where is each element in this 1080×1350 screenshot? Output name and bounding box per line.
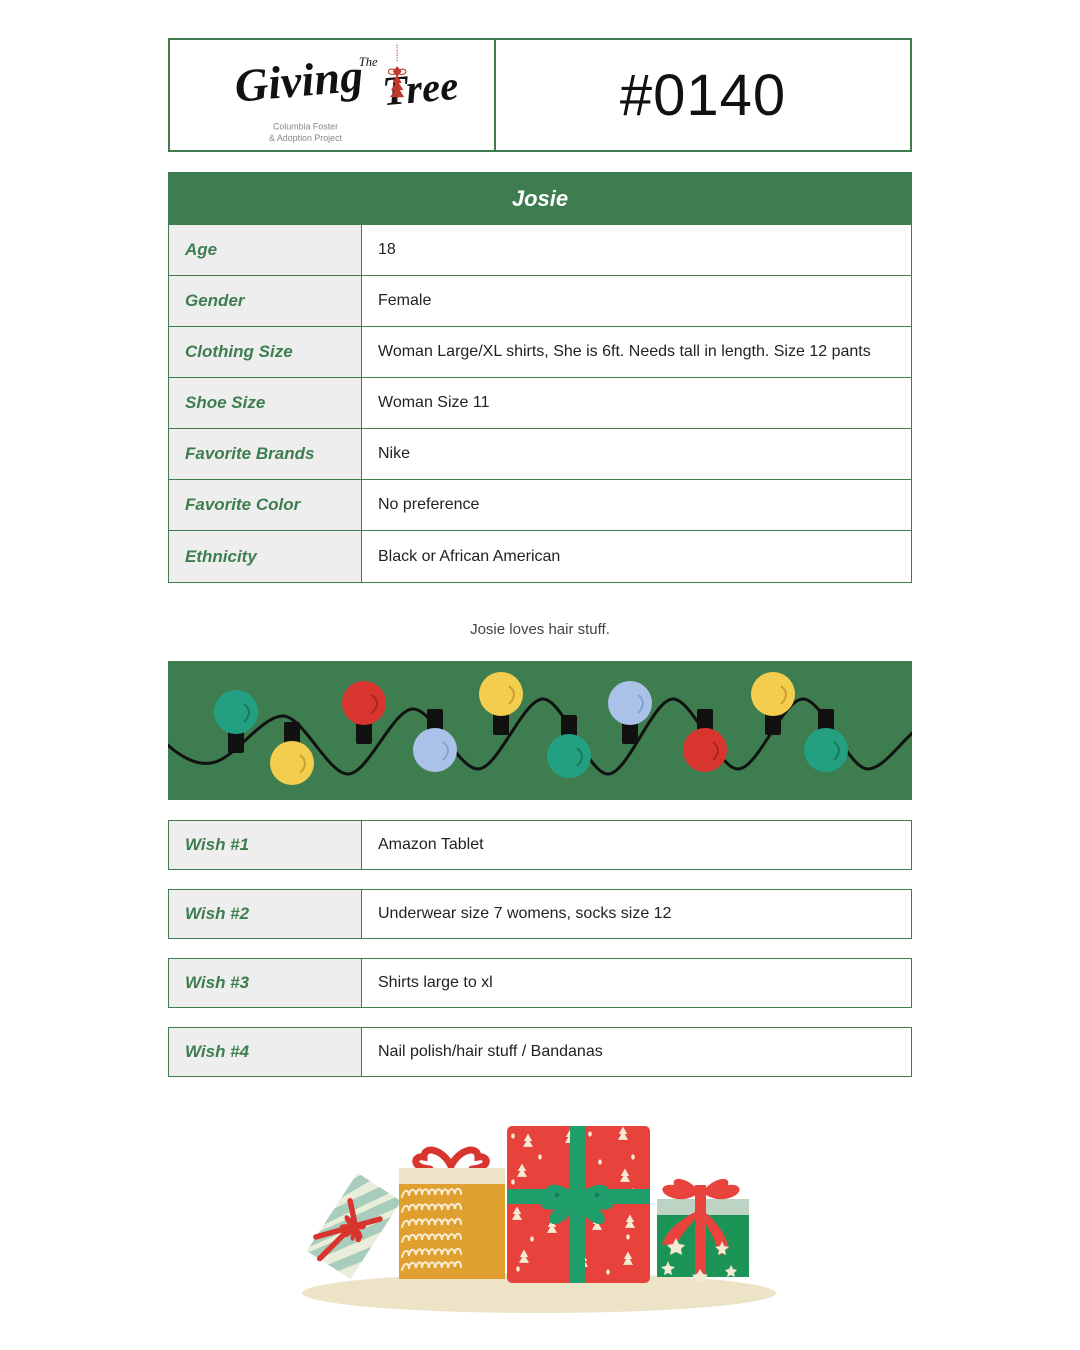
svg-text:& Adoption Project: & Adoption Project <box>269 132 343 142</box>
svg-text:Giving: Giving <box>233 50 365 112</box>
svg-text:The: The <box>359 55 378 69</box>
svg-text:Columbia Foster: Columbia Foster <box>273 121 338 131</box>
